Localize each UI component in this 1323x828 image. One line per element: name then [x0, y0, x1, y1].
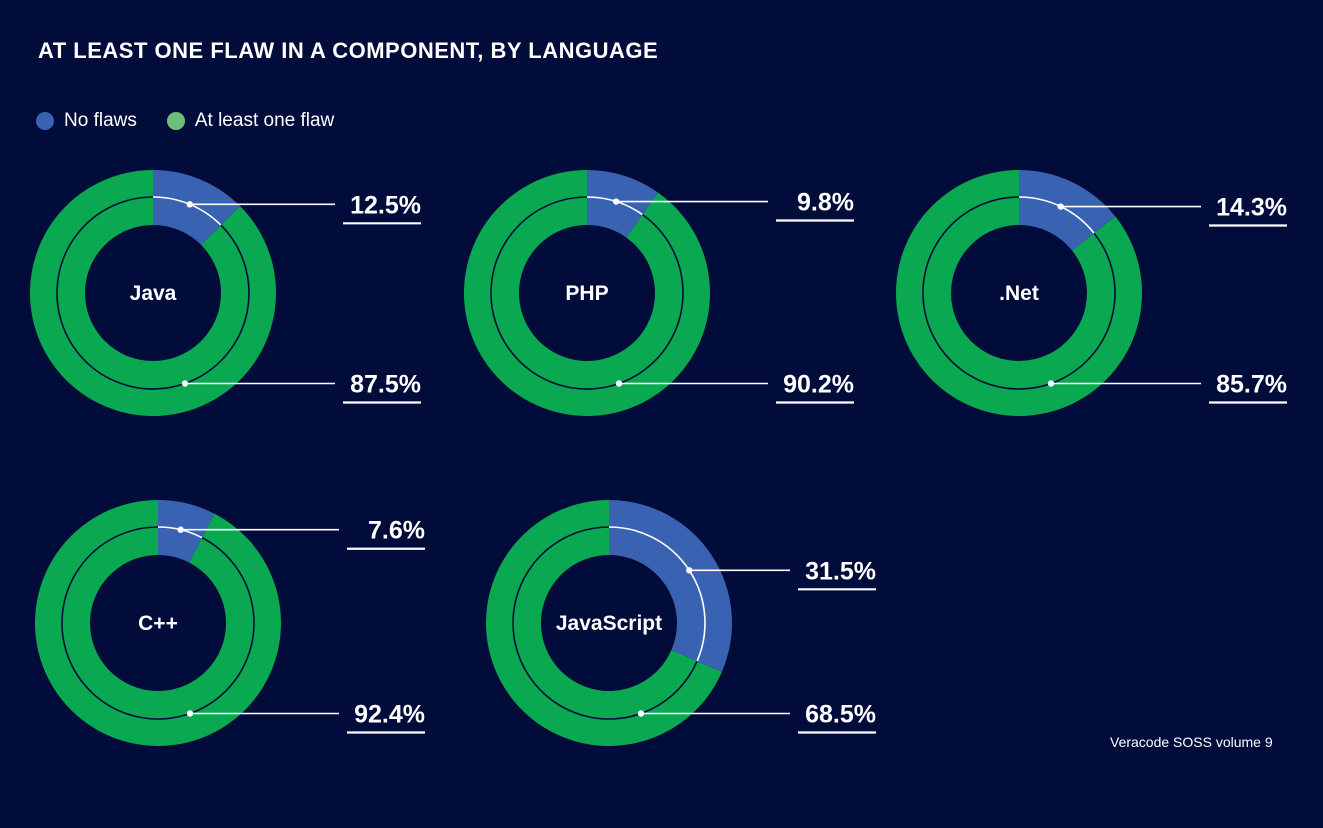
legend-swatch-at-least-one-flaw	[166, 112, 185, 130]
value-label-at-least-one-flaw-c: 92.4%	[354, 701, 425, 729]
leader-dot-at-least-one-flaw-c	[186, 710, 194, 717]
slice-at-least-one-flaw-php	[463, 170, 710, 416]
slice-at-least-one-flaw-javascript	[485, 500, 722, 746]
value-label-no-flaws-php: 9.8%	[797, 189, 854, 217]
legend-swatch-no-flaws	[36, 112, 54, 130]
slice-at-least-one-flaw-c	[34, 500, 282, 746]
thin-ring-at-least-one-flaw-net	[922, 196, 1116, 390]
slice-at-least-one-flaw-net	[896, 170, 1142, 416]
center-label-php: PHP	[565, 282, 608, 305]
slice-no-flaws-javascript	[609, 500, 732, 672]
leader-dot-at-least-one-flaw-php	[615, 380, 623, 387]
leader-dot-no-flaws-net	[1057, 203, 1064, 210]
leader-dot-at-least-one-flaw-net	[1047, 380, 1055, 387]
legend-item-at-least-one-flaw: At least one flaw	[166, 110, 335, 132]
thin-ring-at-least-one-flaw-java	[56, 196, 250, 390]
center-label-net: .Net	[999, 282, 1039, 305]
leader-dot-no-flaws-c	[177, 526, 184, 533]
value-label-at-least-one-flaw-php: 90.2%	[783, 371, 854, 399]
leader-dot-no-flaws-javascript	[686, 567, 693, 574]
leader-dot-at-least-one-flaw-java	[181, 380, 189, 387]
legend-item-no-flaws: No flaws	[36, 110, 137, 132]
value-label-at-least-one-flaw-javascript: 68.5%	[805, 701, 876, 729]
thin-ring-at-least-one-flaw-c	[61, 526, 255, 720]
legend: No flaws At least one flaw	[36, 110, 334, 132]
value-label-at-least-one-flaw-java: 87.5%	[350, 371, 421, 399]
chart-title: AT LEAST ONE FLAW IN A COMPONENT, BY LAN…	[38, 38, 659, 63]
value-label-no-flaws-c: 7.6%	[368, 517, 425, 545]
legend-label-no-flaws: No flaws	[64, 110, 137, 131]
source-credit: Veracode SOSS volume 9	[1110, 734, 1273, 750]
leader-dot-no-flaws-java	[186, 201, 193, 208]
center-label-c: C++	[138, 612, 178, 635]
leader-dot-at-least-one-flaw-javascript	[637, 710, 645, 717]
thin-ring-at-least-one-flaw-php	[490, 196, 684, 390]
value-label-no-flaws-javascript: 31.5%	[805, 557, 876, 585]
value-label-no-flaws-java: 12.5%	[350, 191, 421, 219]
legend-label-at-least-one-flaw: At least one flaw	[194, 110, 335, 131]
value-label-at-least-one-flaw-net: 85.7%	[1216, 371, 1287, 399]
slice-at-least-one-flaw-java	[29, 170, 277, 417]
center-label-javascript: JavaScript	[556, 612, 662, 635]
thin-ring-at-least-one-flaw-javascript	[512, 526, 698, 720]
value-label-no-flaws-net: 14.3%	[1216, 194, 1287, 222]
leader-dot-no-flaws-php	[612, 198, 620, 205]
center-label-java: Java	[130, 282, 177, 305]
